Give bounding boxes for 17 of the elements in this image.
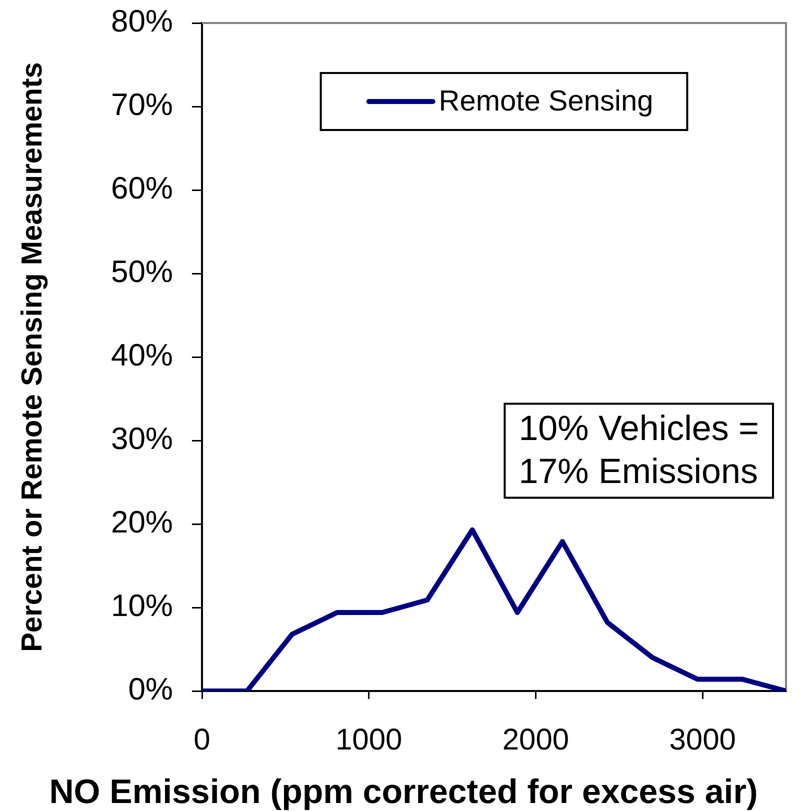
y-tick-label: 20%: [110, 504, 173, 540]
y-tick-label: 50%: [110, 254, 173, 290]
y-tick-label: 60%: [110, 170, 173, 206]
x-axis-title: NO Emission (ppm corrected for excess air): [49, 773, 758, 811]
x-tick-label: 0: [194, 723, 210, 756]
y-tick-label: 70%: [110, 87, 173, 122]
y-tick-label: 40%: [110, 338, 173, 373]
x-tick-label: 1000: [335, 723, 402, 756]
x-tick-label: 3000: [669, 723, 736, 756]
y-tick-label: 10%: [110, 588, 173, 624]
legend-label: Remote Sensing: [438, 86, 654, 118]
y-tick-label: 30%: [110, 421, 173, 456]
x-tick-label: 2000: [502, 723, 570, 756]
annotation: 10% Vehicles = 17% Emissions: [518, 408, 760, 491]
y-tick-label: 80%: [110, 4, 173, 39]
y-axis-title: Percent or Remote Sensing Measurements: [16, 62, 48, 652]
y-tick-label: 0%: [128, 672, 173, 707]
